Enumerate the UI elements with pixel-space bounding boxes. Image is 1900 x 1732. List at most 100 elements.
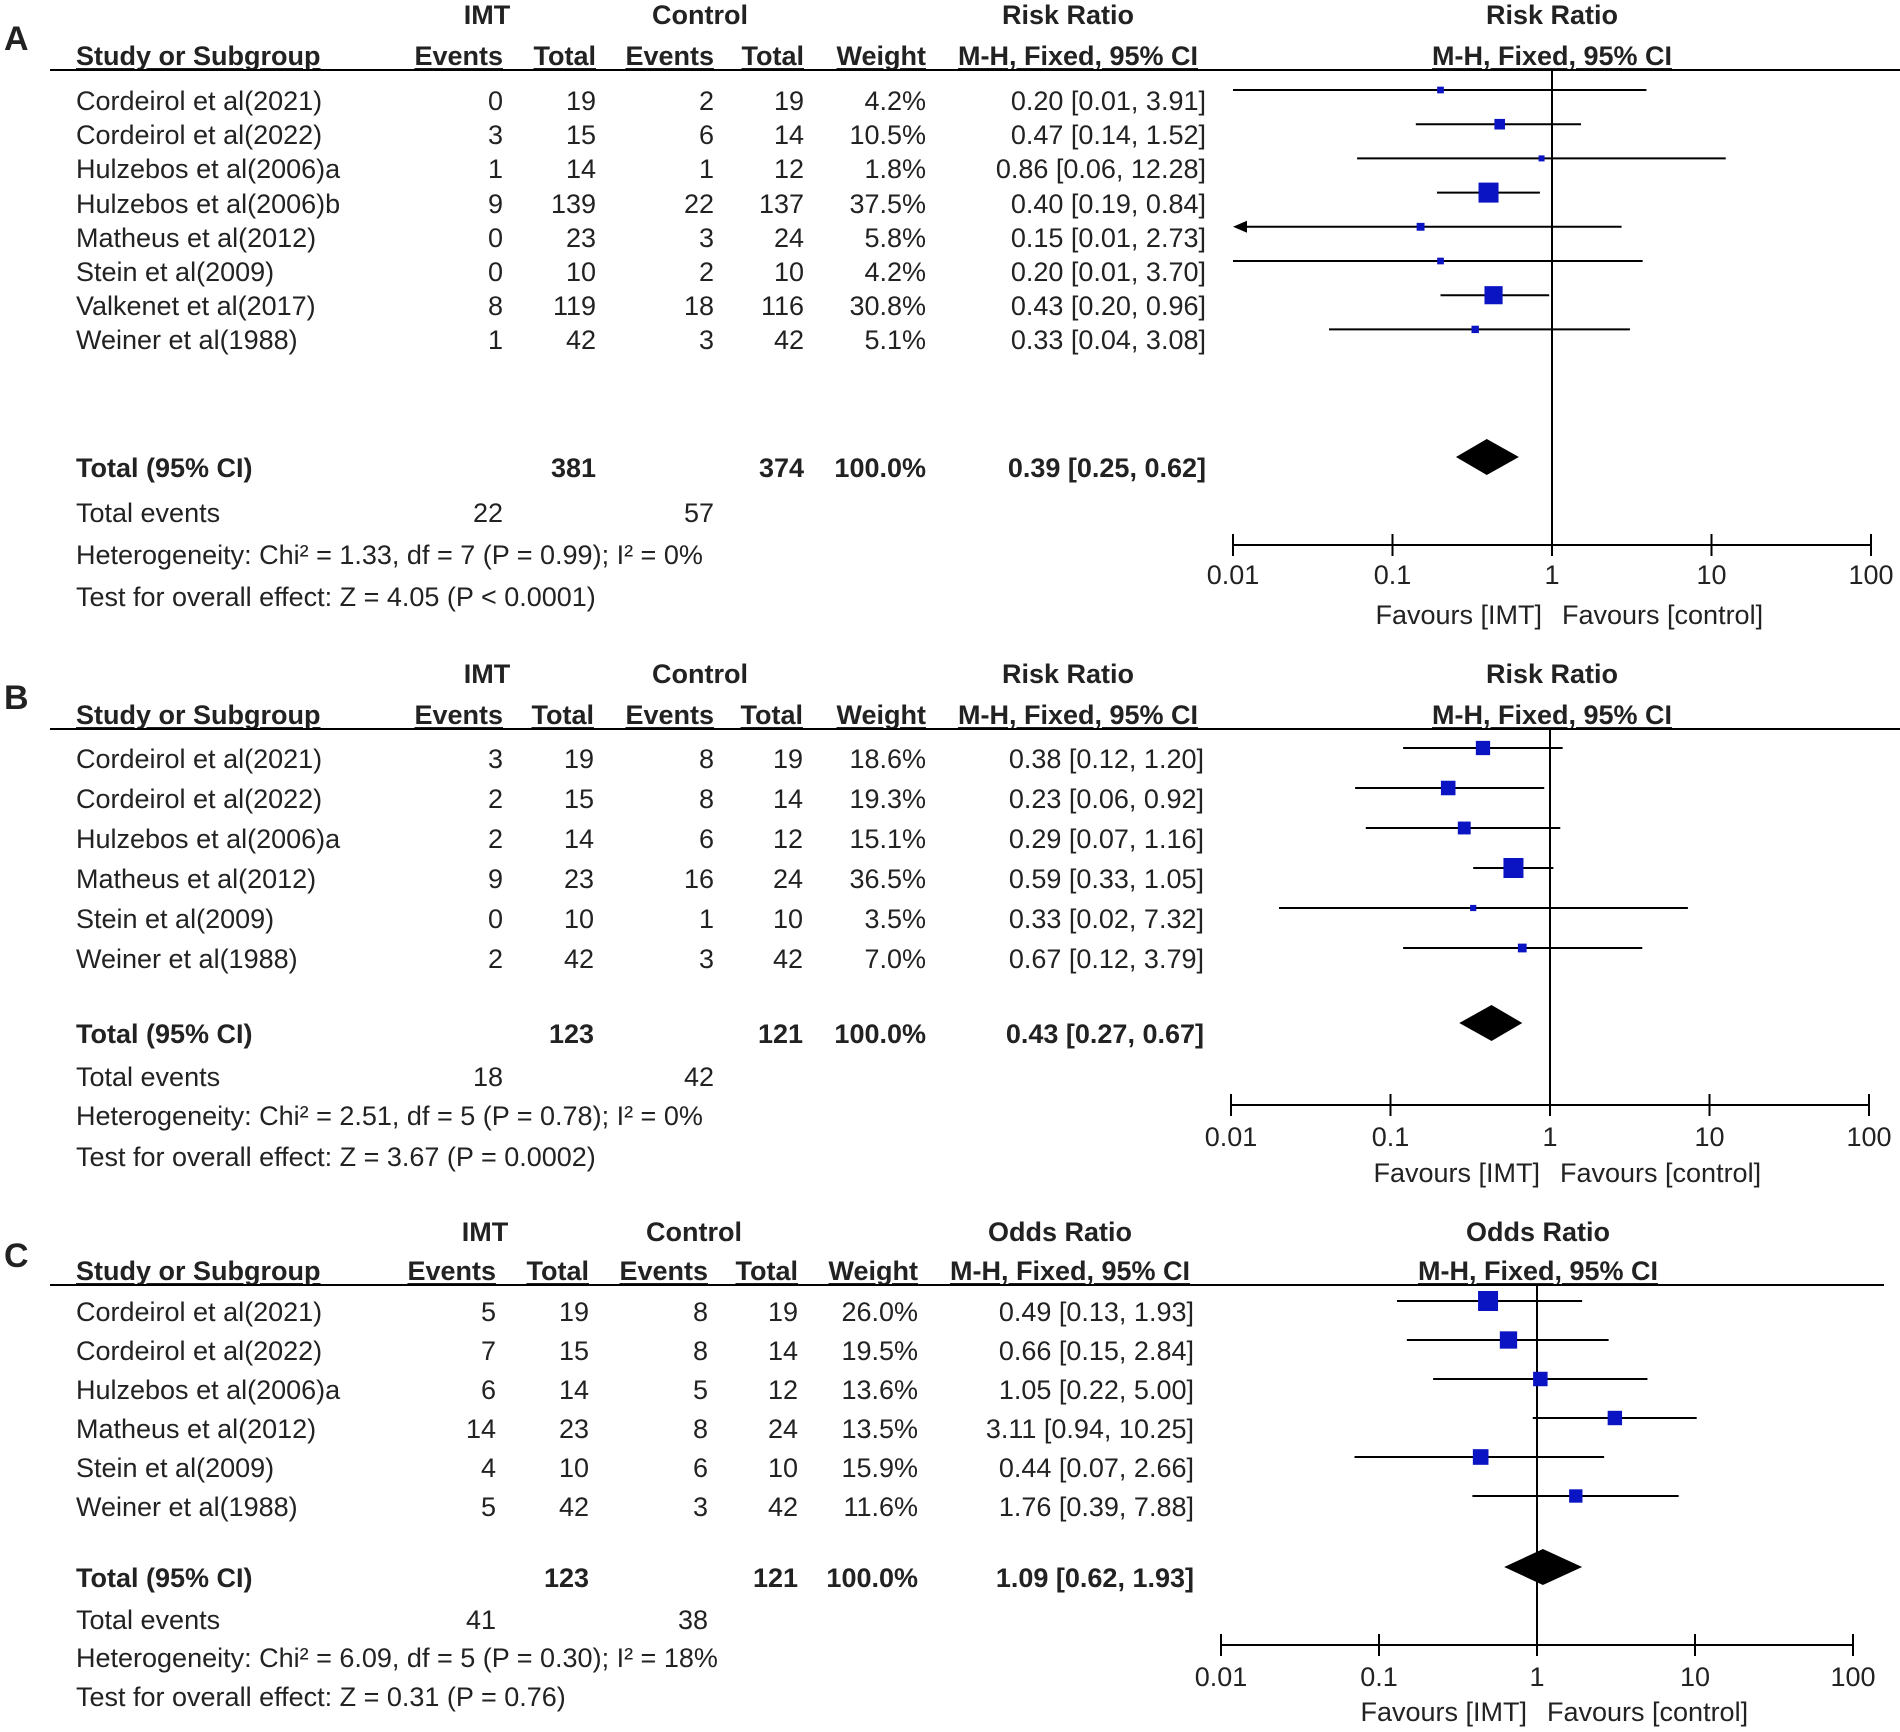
pooled-estimate-diamond [1455, 439, 1519, 475]
study-ci: 0.23 [0.06, 0.92] [1008, 784, 1204, 814]
group1-total: 139 [550, 188, 596, 219]
group1-events: 1 [487, 325, 503, 356]
favours-left-label: Favours [IMT] [1373, 1158, 1540, 1188]
group1-events: 0 [487, 257, 503, 287]
pooled-estimate-diamond [1504, 1549, 1583, 1585]
group1-total-sum: 381 [550, 453, 596, 483]
stat-header: Risk Ratio [1001, 0, 1135, 30]
group1-total: 15 [563, 784, 594, 814]
group1-total-sum: 123 [548, 1019, 594, 1049]
total-events-label: Total events [76, 1062, 221, 1092]
study-estimate-marker [1499, 1331, 1518, 1349]
study-ci: 0.40 [0.19, 0.84] [1010, 188, 1206, 219]
group1-events: 6 [480, 1375, 496, 1405]
x-tick-label: 0.1 [1360, 1662, 1398, 1692]
panel-label: B [4, 679, 29, 717]
group1-header: IMT [463, 659, 511, 689]
study-name: Hulzebos et al(2006)a [76, 154, 341, 185]
group2-total: 24 [773, 222, 804, 253]
plot-method-header: M-H, Fixed, 95% CI [1431, 41, 1673, 71]
study-weight: 15.1% [849, 824, 926, 854]
study-estimate-marker [1538, 155, 1545, 162]
panel-label: C [4, 1237, 29, 1275]
study-estimate-marker [1457, 821, 1471, 835]
study-weight: 19.5% [841, 1336, 918, 1366]
x-tick-label: 0.01 [1206, 560, 1260, 590]
study-estimate-marker [1437, 86, 1444, 94]
stat-method-header: M-H, Fixed, 95% CI [957, 700, 1199, 730]
group2-header: Control [652, 0, 748, 30]
study-name: Weiner et al(1988) [76, 1492, 298, 1522]
study-ci: 0.59 [0.33, 1.05] [1008, 864, 1204, 894]
study-estimate-marker [1503, 858, 1524, 878]
group2-total: 19 [767, 1297, 798, 1327]
plot-stat-header: Risk Ratio [1485, 0, 1619, 30]
stat-method-header: M-H, Fixed, 95% CI [949, 1256, 1191, 1286]
group1-events: 2 [487, 824, 503, 854]
study-weight: 36.5% [849, 864, 926, 894]
group1-events-sum: 22 [472, 498, 503, 528]
group2-total: 10 [772, 904, 803, 934]
group1-events: 8 [487, 291, 503, 322]
group2-total: 42 [773, 325, 804, 356]
group2-events: 3 [698, 325, 714, 356]
group2-events-header: Events [619, 1256, 708, 1286]
group1-events: 0 [487, 222, 503, 253]
study-ci: 0.38 [0.12, 1.20] [1008, 744, 1204, 774]
study-estimate-marker [1607, 1410, 1623, 1426]
group1-total: 10 [563, 904, 594, 934]
group2-events: 8 [698, 784, 714, 814]
group1-events-header: Events [407, 1256, 496, 1286]
study-estimate-marker [1569, 1489, 1583, 1503]
group1-total: 119 [552, 291, 596, 322]
group2-events: 1 [698, 904, 714, 934]
total-weight: 100.0% [834, 453, 926, 483]
group1-total: 23 [565, 222, 596, 253]
x-tick-label: 10 [1696, 560, 1727, 590]
study-weight: 10.5% [849, 120, 926, 151]
study-ci: 0.20 [0.01, 3.70] [1010, 257, 1206, 287]
study-weight: 19.3% [849, 784, 926, 814]
study-ci: 0.67 [0.12, 3.79] [1008, 944, 1204, 974]
group1-events: 2 [487, 784, 503, 814]
x-tick-label: 10 [1694, 1122, 1725, 1152]
group2-events: 5 [692, 1375, 708, 1405]
group2-total: 116 [760, 291, 804, 322]
group2-total: 19 [772, 744, 803, 774]
group1-total: 42 [558, 1492, 589, 1522]
weight-header: Weight [836, 41, 927, 71]
stat-header: Odds Ratio [987, 1217, 1132, 1247]
plot-stat-header: Odds Ratio [1465, 1217, 1610, 1247]
group1-events-sum: 41 [465, 1605, 496, 1635]
overall-effect-stat: Test for overall effect: Z = 4.05 (P < 0… [76, 582, 596, 612]
study-estimate-marker [1494, 118, 1505, 130]
study-estimate-marker [1437, 257, 1444, 265]
study-ci: 0.47 [0.14, 1.52] [1010, 120, 1206, 151]
group2-total: 24 [767, 1414, 798, 1444]
study-ci: 0.20 [0.01, 3.91] [1010, 86, 1206, 116]
group1-events: 14 [465, 1414, 496, 1444]
study-weight: 26.0% [841, 1297, 918, 1327]
study-ci: 3.11 [0.94, 10.25] [985, 1414, 1194, 1444]
group2-events: 6 [698, 120, 714, 151]
x-tick-label: 1 [1529, 1662, 1545, 1692]
plot-method-header: M-H, Fixed, 95% CI [1417, 1256, 1659, 1286]
group2-total: 12 [773, 154, 804, 185]
group1-total: 19 [563, 744, 594, 774]
group2-total: 42 [767, 1492, 798, 1522]
study-name: Hulzebos et al(2006)b [76, 188, 341, 219]
study-ci: 0.33 [0.02, 7.32] [1008, 904, 1204, 934]
weight-header: Weight [836, 700, 927, 730]
x-tick-label: 10 [1679, 1662, 1711, 1692]
plot-method-header: M-H, Fixed, 95% CI [1431, 700, 1673, 730]
favours-right-label: Favours [control] [1562, 600, 1764, 630]
group2-total-sum: 121 [752, 1563, 798, 1593]
study-weight: 11.6% [843, 1492, 918, 1522]
group2-events: 8 [692, 1336, 708, 1366]
group2-events-header: Events [625, 41, 714, 71]
x-tick-label: 1 [1544, 560, 1560, 590]
group2-events: 22 [683, 188, 714, 219]
study-estimate-marker [1440, 780, 1456, 796]
group2-total-header: Total [740, 700, 804, 730]
study-estimate-marker [1484, 286, 1503, 305]
